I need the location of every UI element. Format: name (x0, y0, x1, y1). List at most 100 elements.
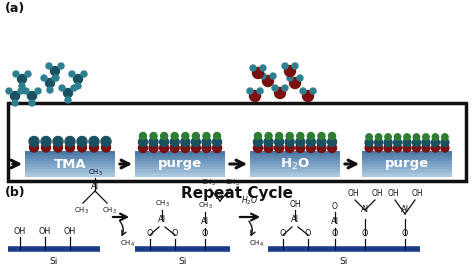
Bar (250, 150, 340, 154)
Text: Si: Si (50, 257, 58, 266)
Circle shape (18, 74, 27, 83)
Circle shape (214, 133, 220, 140)
Bar (135, 171, 225, 174)
Bar (135, 166, 225, 169)
Circle shape (287, 75, 293, 81)
Circle shape (274, 138, 283, 146)
Text: O: O (402, 229, 408, 238)
Bar (25, 166, 115, 169)
Circle shape (286, 133, 293, 140)
Text: CH$_3$: CH$_3$ (198, 201, 212, 211)
Bar (362, 153, 452, 156)
Circle shape (6, 88, 12, 94)
Circle shape (272, 85, 278, 91)
Text: H$_2$O: H$_2$O (241, 194, 259, 207)
Circle shape (260, 65, 266, 71)
Text: O: O (172, 229, 178, 238)
Bar (25, 171, 115, 174)
Circle shape (53, 75, 59, 81)
Circle shape (306, 138, 315, 146)
Circle shape (171, 133, 178, 140)
Circle shape (19, 83, 25, 89)
Bar (362, 174, 452, 177)
Text: Al: Al (91, 182, 99, 191)
Text: O: O (280, 229, 286, 238)
Text: Si: Si (340, 257, 348, 266)
Circle shape (10, 92, 19, 100)
Circle shape (35, 88, 41, 94)
Text: CH$_3$: CH$_3$ (88, 168, 102, 178)
Text: TMA: TMA (54, 158, 86, 170)
Circle shape (264, 138, 273, 146)
Circle shape (170, 138, 179, 146)
Bar (25, 158, 115, 161)
Bar (250, 163, 340, 167)
Circle shape (328, 143, 337, 153)
Bar (362, 166, 452, 169)
Circle shape (310, 88, 316, 94)
Bar (135, 150, 225, 154)
Bar (25, 163, 115, 167)
Circle shape (65, 136, 75, 146)
Text: CH$_3$: CH$_3$ (201, 178, 216, 188)
Circle shape (138, 138, 147, 146)
Circle shape (366, 134, 372, 140)
Circle shape (58, 63, 64, 69)
Circle shape (374, 144, 383, 152)
Circle shape (149, 138, 158, 146)
Text: (b): (b) (5, 186, 26, 199)
Text: Repeat Cycle: Repeat Cycle (181, 186, 293, 201)
Circle shape (254, 143, 263, 153)
Circle shape (71, 85, 77, 91)
Circle shape (285, 143, 294, 153)
Circle shape (42, 143, 51, 152)
Circle shape (191, 143, 201, 153)
Text: CH$_4$: CH$_4$ (249, 239, 264, 249)
Bar (135, 174, 225, 177)
Circle shape (413, 134, 419, 140)
Circle shape (265, 133, 272, 140)
Circle shape (422, 138, 430, 146)
Text: OH: OH (14, 227, 26, 236)
Circle shape (78, 143, 86, 152)
Circle shape (423, 134, 429, 140)
Circle shape (101, 143, 110, 152)
Circle shape (192, 133, 200, 140)
Circle shape (296, 138, 305, 146)
Circle shape (46, 63, 52, 69)
Circle shape (170, 143, 179, 153)
Bar (25, 169, 115, 172)
Circle shape (90, 143, 99, 152)
Circle shape (404, 134, 410, 140)
Circle shape (247, 88, 253, 94)
Circle shape (255, 133, 262, 140)
Circle shape (54, 143, 63, 152)
Circle shape (318, 133, 325, 140)
Circle shape (412, 144, 420, 152)
Text: OH: OH (64, 227, 76, 236)
Circle shape (69, 71, 75, 77)
Circle shape (302, 90, 313, 102)
Circle shape (275, 133, 283, 140)
Circle shape (263, 76, 273, 86)
Circle shape (181, 138, 190, 146)
Text: CH$_3$: CH$_3$ (155, 199, 170, 209)
Bar (135, 158, 225, 161)
Circle shape (297, 133, 304, 140)
Circle shape (328, 138, 337, 146)
Bar (250, 158, 340, 161)
Circle shape (432, 134, 438, 140)
Circle shape (431, 144, 439, 152)
Circle shape (285, 138, 294, 146)
Circle shape (51, 66, 60, 76)
Circle shape (202, 138, 211, 146)
Circle shape (317, 138, 326, 146)
Circle shape (422, 144, 430, 152)
Circle shape (23, 88, 29, 94)
Bar (250, 171, 340, 174)
Bar (25, 153, 115, 156)
Bar (250, 153, 340, 156)
Circle shape (149, 143, 158, 153)
Circle shape (317, 143, 326, 153)
Circle shape (296, 143, 305, 153)
